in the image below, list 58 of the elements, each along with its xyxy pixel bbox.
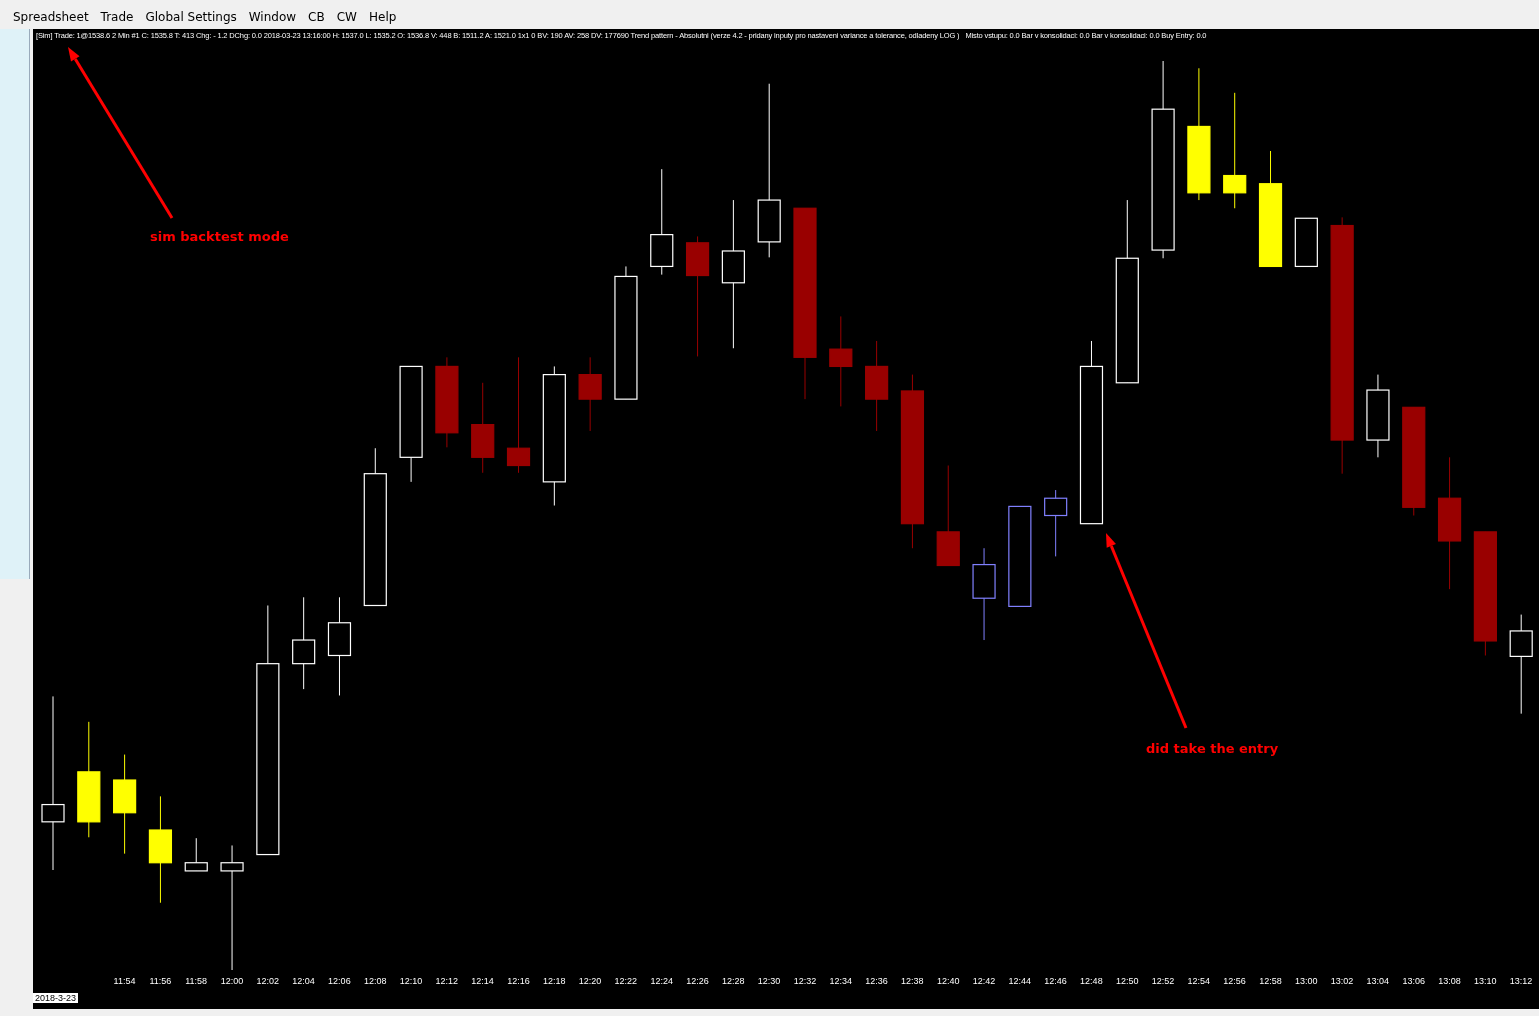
x-tick-label: 12:04 bbox=[292, 976, 315, 987]
x-tick-label: 12:02 bbox=[256, 976, 280, 987]
x-tick-label: 12:06 bbox=[328, 976, 351, 987]
x-tick-label: 13:02 bbox=[1330, 976, 1354, 987]
x-tick-label: 12:38 bbox=[901, 976, 924, 987]
x-tick-label: 12:16 bbox=[507, 976, 530, 987]
x-tick-label: 12:24 bbox=[650, 976, 673, 987]
x-tick-label: 12:54 bbox=[1187, 976, 1211, 987]
text: Global Settings bbox=[145, 10, 237, 24]
x-tick-label: 12:56 bbox=[1223, 976, 1246, 987]
text: 2018-3-23 bbox=[33, 993, 79, 1003]
x-tick-label: 12:12 bbox=[435, 976, 459, 987]
candlestick bbox=[829, 315, 853, 407]
candlestick bbox=[506, 356, 531, 474]
x-tick-label: 13:06 bbox=[1402, 976, 1425, 987]
x-tick-label: 12:30 bbox=[757, 976, 781, 987]
text: Spreadsheet bbox=[13, 10, 89, 24]
text: Help bbox=[368, 10, 397, 24]
x-tick-label: 12:08 bbox=[363, 976, 387, 987]
x-tick-label: 12:42 bbox=[972, 976, 996, 987]
text: Window bbox=[248, 10, 297, 24]
x-tick-label: 12:48 bbox=[1080, 976, 1103, 987]
candlestick bbox=[1223, 92, 1247, 209]
x-tick-label: 12:32 bbox=[793, 976, 817, 987]
candlestick bbox=[184, 837, 208, 872]
x-tick-label: 12:36 bbox=[865, 976, 888, 987]
candlestick bbox=[220, 844, 244, 970]
x-tick-label: 11:56 bbox=[149, 976, 172, 987]
x-tick-label: 13:04 bbox=[1366, 976, 1390, 987]
annotation: did take the entry bbox=[1146, 741, 1279, 756]
x-tick-label: 12:40 bbox=[936, 976, 960, 987]
x-tick-label: 12:46 bbox=[1044, 976, 1067, 987]
x-tick-label: 12:26 bbox=[686, 976, 709, 987]
x-tick-label: 12:00 bbox=[220, 976, 244, 987]
x-tick-label: 11:54 bbox=[113, 976, 136, 987]
x-tick-label: 12:34 bbox=[829, 976, 852, 987]
x-tick-label: 13:08 bbox=[1438, 976, 1461, 987]
x-tick-label: 12:20 bbox=[578, 976, 602, 987]
x-tick-label: 12:52 bbox=[1151, 976, 1175, 987]
x-tick-label: 11:58 bbox=[185, 976, 208, 987]
x-tick-label: 12:44 bbox=[1008, 976, 1032, 987]
text: Trade bbox=[100, 10, 134, 24]
candlestick bbox=[41, 695, 65, 871]
text: CB bbox=[308, 10, 325, 24]
x-tick-label: 12:58 bbox=[1259, 976, 1282, 987]
x-tick-label: 12:50 bbox=[1115, 976, 1139, 987]
x-tick-label: 13:00 bbox=[1294, 976, 1318, 987]
annotation: sim backtest mode bbox=[150, 229, 289, 244]
x-tick-label: 12:28 bbox=[722, 976, 745, 987]
x-tick-label: 12:10 bbox=[399, 976, 423, 987]
x-tick-label: 12:14 bbox=[471, 976, 494, 987]
x-tick-label: 13:12 bbox=[1509, 976, 1533, 987]
text: CW bbox=[336, 10, 357, 24]
x-tick-label: 12:22 bbox=[614, 976, 638, 987]
x-tick-label: 13:10 bbox=[1474, 976, 1497, 987]
candlestick bbox=[292, 596, 316, 690]
candlestick bbox=[1044, 489, 1068, 557]
x-tick-label: 12:18 bbox=[542, 976, 566, 987]
